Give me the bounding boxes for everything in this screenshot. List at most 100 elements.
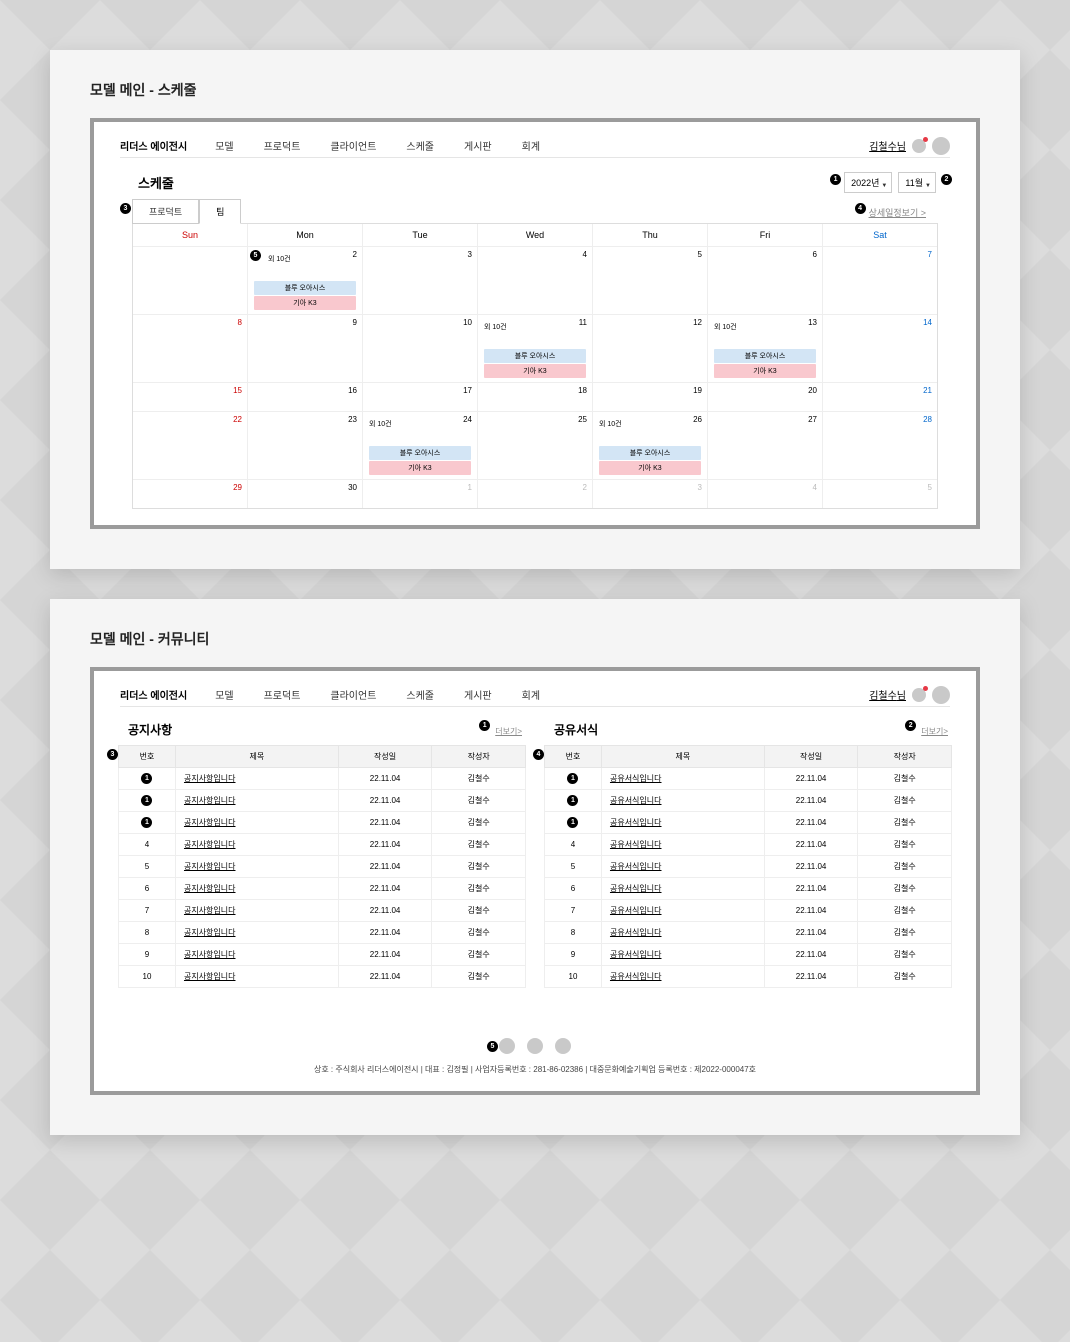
username-link[interactable]: 김철수님 — [869, 687, 906, 702]
row-subject[interactable]: 공지사항입니다 — [175, 768, 338, 790]
calendar-cell[interactable]: 3 — [363, 247, 478, 314]
calendar-cell[interactable]: 17 — [363, 383, 478, 411]
calendar-cell[interactable]: 15 — [133, 383, 248, 411]
username-link[interactable]: 김철수님 — [869, 138, 906, 153]
year-picker[interactable]: 2022년 — [844, 172, 892, 193]
calendar-cell[interactable]: 26외 10건블루 오아시스기아 K3 — [593, 412, 708, 479]
nav-item[interactable]: 스케줄 — [406, 687, 434, 702]
calendar-cell[interactable]: 30 — [248, 480, 363, 508]
calendar-cell[interactable]: 25 — [478, 412, 593, 479]
calendar-cell[interactable]: 22 — [133, 412, 248, 479]
tab-team[interactable]: 팀 — [199, 199, 241, 224]
event-chip[interactable]: 기아 K3 — [369, 461, 471, 475]
calendar-cell[interactable]: 5 — [593, 247, 708, 314]
event-chip[interactable]: 기아 K3 — [254, 296, 356, 310]
row-subject[interactable]: 공유서식입니다 — [601, 878, 764, 900]
notification-icon[interactable] — [912, 139, 926, 153]
calendar-cell[interactable]: 14 — [823, 315, 937, 382]
row-date: 22.11.04 — [764, 878, 858, 900]
event-chip[interactable]: 기아 K3 — [599, 461, 701, 475]
row-subject[interactable]: 공지사항입니다 — [175, 812, 338, 834]
month-picker[interactable]: 11월 — [898, 172, 936, 193]
calendar-cell[interactable]: 16 — [248, 383, 363, 411]
calendar-cell[interactable]: 21 — [823, 383, 937, 411]
nav-item[interactable]: 스케줄 — [406, 138, 434, 153]
pager-dot[interactable] — [499, 1038, 515, 1054]
notice-table: 3번호 제목 작성일 작성자 1공지사항입니다22.11.04김철수1공지사항입… — [118, 745, 526, 988]
event-chip[interactable]: 블루 오아시스 — [369, 446, 471, 460]
calendar-cell[interactable]: 3 — [593, 480, 708, 508]
pager-dot[interactable] — [527, 1038, 543, 1054]
row-subject[interactable]: 공유서식입니다 — [601, 944, 764, 966]
day-header: Thu — [593, 224, 708, 246]
row-subject[interactable]: 공지사항입니다 — [175, 966, 338, 988]
nav-item[interactable]: 게시판 — [464, 138, 492, 153]
nav-item[interactable]: 프로덕트 — [264, 138, 301, 153]
row-subject[interactable]: 공유서식입니다 — [601, 856, 764, 878]
row-subject[interactable]: 공지사항입니다 — [175, 878, 338, 900]
event-chip[interactable]: 블루 오아시스 — [254, 281, 356, 295]
calendar-cell[interactable]: 1 — [363, 480, 478, 508]
calendar-cell[interactable]: 27 — [708, 412, 823, 479]
tab-product[interactable]: 프로덕트 — [132, 199, 199, 224]
nav-item[interactable]: 모델 — [215, 687, 233, 702]
event-chip[interactable]: 기아 K3 — [714, 364, 816, 378]
row-subject[interactable]: 공유서식입니다 — [601, 768, 764, 790]
row-subject[interactable]: 공유서식입니다 — [601, 966, 764, 988]
row-subject[interactable]: 공지사항입니다 — [175, 900, 338, 922]
row-subject[interactable]: 공지사항입니다 — [175, 790, 338, 812]
avatar-icon[interactable] — [932, 686, 950, 704]
event-chip[interactable]: 블루 오아시스 — [714, 349, 816, 363]
calendar-cell[interactable]: 13외 10건블루 오아시스기아 K3 — [708, 315, 823, 382]
pager-dot[interactable] — [555, 1038, 571, 1054]
event-chip[interactable]: 블루 오아시스 — [599, 446, 701, 460]
calendar-cell[interactable]: 20 — [708, 383, 823, 411]
calendar-cell[interactable]: 4 — [708, 480, 823, 508]
nav-item[interactable]: 클라이언트 — [330, 687, 376, 702]
calendar-cell[interactable]: 8 — [133, 315, 248, 382]
event-extra: 외 10건 — [369, 419, 473, 429]
calendar-cell[interactable]: 2 — [478, 480, 593, 508]
section-title: 스케줄 — [138, 173, 174, 192]
row-subject[interactable]: 공지사항입니다 — [175, 834, 338, 856]
calendar-cell[interactable]: 12 — [593, 315, 708, 382]
board-title: 공유서식 — [554, 721, 598, 738]
calendar-cell[interactable]: 11외 10건블루 오아시스기아 K3 — [478, 315, 593, 382]
nav-item[interactable]: 회계 — [522, 687, 540, 702]
row-subject[interactable]: 공지사항입니다 — [175, 922, 338, 944]
more-link[interactable]: 더보기> — [495, 727, 522, 736]
calendar-cell[interactable]: 7 — [823, 247, 937, 314]
event-chip[interactable]: 기아 K3 — [484, 364, 586, 378]
row-subject[interactable]: 공유서식입니다 — [601, 900, 764, 922]
event-chip[interactable]: 블루 오아시스 — [484, 349, 586, 363]
row-subject[interactable]: 공지사항입니다 — [175, 856, 338, 878]
calendar-cell[interactable] — [133, 247, 248, 314]
calendar-cell[interactable]: 25외 10건블루 오아시스기아 K3 — [248, 247, 363, 314]
calendar-cell[interactable]: 4 — [478, 247, 593, 314]
avatar-icon[interactable] — [932, 137, 950, 155]
row-subject[interactable]: 공유서식입니다 — [601, 922, 764, 944]
row-subject[interactable]: 공유서식입니다 — [601, 812, 764, 834]
calendar-cell[interactable]: 9 — [248, 315, 363, 382]
nav-item[interactable]: 프로덕트 — [264, 687, 301, 702]
row-subject[interactable]: 공지사항입니다 — [175, 944, 338, 966]
calendar-cell[interactable]: 23 — [248, 412, 363, 479]
calendar-cell[interactable]: 18 — [478, 383, 593, 411]
nav-item[interactable]: 회계 — [522, 138, 540, 153]
calendar-cell[interactable]: 6 — [708, 247, 823, 314]
row-subject[interactable]: 공유서식입니다 — [601, 834, 764, 856]
calendar-cell[interactable]: 5 — [823, 480, 937, 508]
row-subject[interactable]: 공유서식입니다 — [601, 790, 764, 812]
more-link[interactable]: 더보기> — [921, 727, 948, 736]
calendar-cell[interactable]: 10 — [363, 315, 478, 382]
calendar-cell[interactable]: 24외 10건블루 오아시스기아 K3 — [363, 412, 478, 479]
nav-item[interactable]: 클라이언트 — [330, 138, 376, 153]
nav-item[interactable]: 게시판 — [464, 687, 492, 702]
calendar-cell[interactable]: 19 — [593, 383, 708, 411]
notification-icon[interactable] — [912, 688, 926, 702]
calendar-cell[interactable]: 28 — [823, 412, 937, 479]
detail-link[interactable]: 상세일정보기 > — [869, 208, 926, 218]
calendar-cell[interactable]: 29 — [133, 480, 248, 508]
main-nav: 모델 프로덕트 클라이언트 스케줄 게시판 회계 — [215, 687, 540, 702]
nav-item[interactable]: 모델 — [215, 138, 233, 153]
